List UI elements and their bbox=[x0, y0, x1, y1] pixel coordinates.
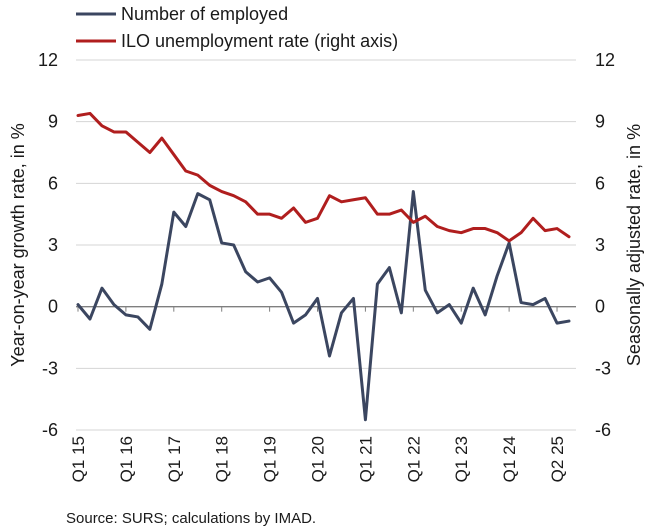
left-tick-label: 12 bbox=[38, 50, 58, 70]
right-tick-label: 9 bbox=[595, 112, 605, 132]
x-tick-label: Q1 20 bbox=[309, 436, 328, 482]
left-axis-label: Year-on-year growth rate, in % bbox=[8, 123, 28, 366]
right-axis-label: Seasonally adjusted rate, in % bbox=[624, 124, 644, 366]
right-tick-label: -6 bbox=[595, 420, 611, 440]
x-axis: Q1 15 Q1 16 Q1 17 Q1 18 Q1 19 Q1 20 Q1 21 Q1 22… bbox=[69, 305, 576, 482]
right-tick-label: 3 bbox=[595, 235, 605, 255]
right-tick-label: -3 bbox=[595, 358, 611, 378]
legend-label-employed: Number of employed bbox=[121, 4, 288, 24]
legend: Number of employed ILO unemployment rate… bbox=[76, 4, 398, 51]
x-tick-label: Q1 15 bbox=[69, 436, 88, 482]
x-tick-label: Q1 17 bbox=[165, 436, 184, 482]
right-tick-label: 12 bbox=[595, 50, 615, 70]
x-tick-label: Q1 23 bbox=[452, 436, 471, 482]
x-tick-label: Q1 24 bbox=[500, 436, 519, 482]
right-axis: -6 -3 0 3 6 9 12 bbox=[595, 50, 615, 440]
legend-label-unemployment: ILO unemployment rate (right axis) bbox=[121, 31, 398, 51]
x-tick-label: Q1 18 bbox=[213, 436, 232, 482]
right-tick-label: 0 bbox=[595, 297, 605, 317]
x-tick-label: Q1 19 bbox=[261, 436, 280, 482]
x-tick-label: Q1 16 bbox=[117, 436, 136, 482]
series-line-employed bbox=[76, 190, 571, 422]
source-note: Source: SURS; calculations by IMAD. bbox=[66, 510, 316, 527]
x-tick-label: Q2 25 bbox=[548, 436, 567, 482]
left-tick-label: -6 bbox=[42, 420, 58, 440]
left-tick-label: 6 bbox=[48, 173, 58, 193]
left-tick-label: 3 bbox=[48, 235, 58, 255]
left-tick-label: -3 bbox=[42, 358, 58, 378]
left-tick-label: 0 bbox=[48, 297, 58, 317]
x-tick-label: Q1 22 bbox=[404, 436, 423, 482]
series-line-unemployment bbox=[76, 111, 571, 243]
series-layer bbox=[76, 111, 571, 422]
right-tick-label: 6 bbox=[595, 173, 605, 193]
gridlines bbox=[76, 59, 576, 431]
left-tick-label: 9 bbox=[48, 112, 58, 132]
x-tick-label: Q1 21 bbox=[356, 436, 375, 482]
left-axis: -6 -3 0 3 6 9 12 bbox=[38, 50, 58, 440]
